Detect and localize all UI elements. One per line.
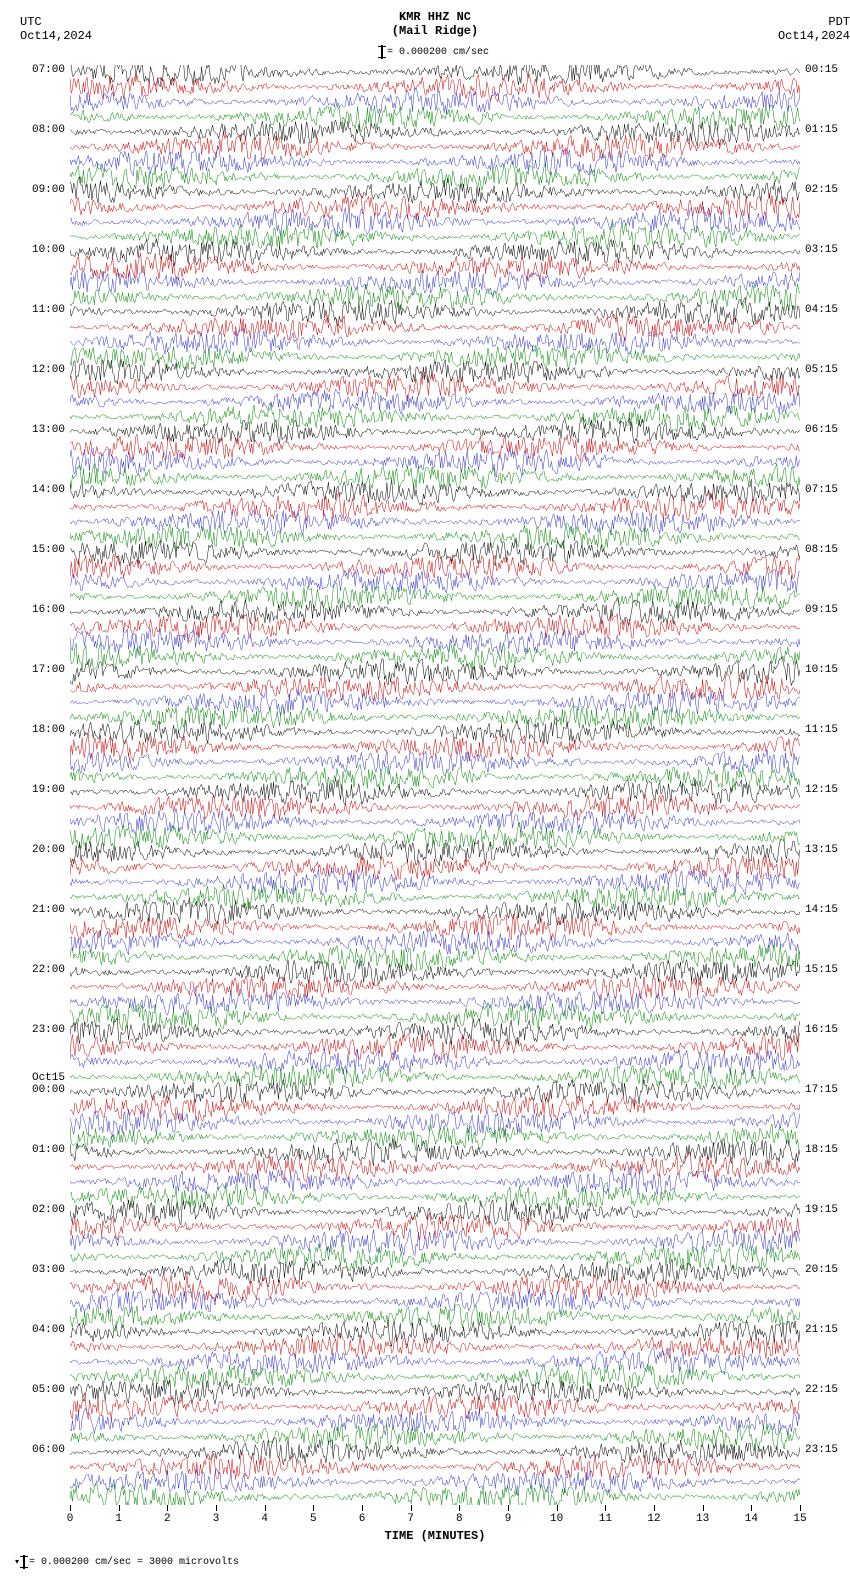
trace-row — [70, 1490, 800, 1505]
x-tick — [605, 1505, 606, 1511]
utc-date: Oct14,2024 — [20, 29, 92, 43]
helicorder-plot — [70, 65, 800, 1505]
x-axis-title: TIME (MINUTES) — [385, 1529, 486, 1543]
x-tick — [557, 1505, 558, 1511]
station-code: KMR HHZ NC — [392, 10, 478, 24]
chart-header: UTC Oct14,2024 KMR HHZ NC (Mail Ridge) P… — [10, 10, 850, 65]
utc-time-label: 07:00 — [20, 65, 65, 76]
utc-time-label: 19:00 — [20, 785, 65, 796]
x-tick-label: 9 — [505, 1513, 512, 1525]
x-tick-label: 4 — [261, 1513, 268, 1525]
x-tick — [167, 1505, 168, 1511]
station-name: (Mail Ridge) — [392, 24, 478, 38]
x-tick-label: 8 — [456, 1513, 463, 1525]
utc-date-label: Oct15 — [20, 1073, 65, 1084]
utc-time-label: 13:00 — [20, 425, 65, 436]
utc-time-label: 10:00 — [20, 245, 65, 256]
utc-time-label: 08:00 — [20, 125, 65, 136]
x-tick-label: 1 — [115, 1513, 122, 1525]
x-tick-label: 10 — [550, 1513, 563, 1525]
utc-time-label: 14:00 — [20, 485, 65, 496]
x-tick-label: 3 — [213, 1513, 220, 1525]
x-tick — [508, 1505, 509, 1511]
x-tick — [751, 1505, 752, 1511]
x-tick — [703, 1505, 704, 1511]
footer-text: = 0.000200 cm/sec = 3000 microvolts — [29, 1557, 239, 1568]
utc-time-label: 17:00 — [20, 665, 65, 676]
utc-time-label: 21:00 — [20, 905, 65, 916]
utc-label: UTC — [20, 15, 92, 29]
x-tick-label: 15 — [793, 1513, 806, 1525]
x-tick-label: 0 — [67, 1513, 74, 1525]
x-tick — [313, 1505, 314, 1511]
x-tick-label: 7 — [407, 1513, 414, 1525]
scale-indicator: = 0.000200 cm/sec — [381, 45, 489, 59]
x-tick — [800, 1505, 801, 1511]
pdt-date: Oct14,2024 — [778, 29, 850, 43]
x-tick-label: 12 — [647, 1513, 660, 1525]
x-tick — [265, 1505, 266, 1511]
utc-time-label: 03:00 — [20, 1265, 65, 1276]
utc-time-label: 22:00 — [20, 965, 65, 976]
x-tick — [362, 1505, 363, 1511]
utc-time-label: 20:00 — [20, 845, 65, 856]
x-tick — [216, 1505, 217, 1511]
x-tick-label: 13 — [696, 1513, 709, 1525]
x-tick-label: 2 — [164, 1513, 171, 1525]
utc-time-label: 16:00 — [20, 605, 65, 616]
x-tick-label: 14 — [745, 1513, 758, 1525]
utc-time-label: 04:00 — [20, 1325, 65, 1336]
footer-marker: ▾ — [15, 1557, 19, 1567]
x-tick-label: 11 — [599, 1513, 612, 1525]
pdt-label: PDT — [778, 15, 850, 29]
scale-bar-icon — [381, 45, 383, 59]
utc-time-label: 06:00 — [20, 1445, 65, 1456]
utc-time-label: 23:00 — [20, 1025, 65, 1036]
x-tick-label: 5 — [310, 1513, 317, 1525]
x-axis: TIME (MINUTES) 0123456789101112131415 — [70, 1505, 800, 1545]
utc-time-label: 15:00 — [20, 545, 65, 556]
x-tick — [70, 1505, 71, 1511]
header-station: KMR HHZ NC (Mail Ridge) — [392, 10, 478, 38]
plot-container: 00:1501:1502:1503:1504:1505:1506:1507:15… — [20, 65, 850, 1545]
utc-time-label: 09:00 — [20, 185, 65, 196]
scale-text: = 0.000200 cm/sec — [387, 47, 489, 58]
chart-footer: ▾ = 0.000200 cm/sec = 3000 microvolts — [10, 1555, 850, 1569]
utc-time-label: 11:00 — [20, 305, 65, 316]
utc-time-label: 01:00 — [20, 1145, 65, 1156]
x-tick — [459, 1505, 460, 1511]
header-pdt: PDT Oct14,2024 — [778, 15, 850, 43]
utc-time-label: 18:00 — [20, 725, 65, 736]
x-tick-label: 6 — [359, 1513, 366, 1525]
x-tick — [411, 1505, 412, 1511]
x-tick — [119, 1505, 120, 1511]
utc-time-label: 00:00 — [20, 1085, 65, 1096]
header-utc: UTC Oct14,2024 — [20, 15, 92, 43]
utc-time-label: 12:00 — [20, 365, 65, 376]
x-tick — [654, 1505, 655, 1511]
utc-time-label: 05:00 — [20, 1385, 65, 1396]
footer-scale-bar-icon — [23, 1555, 25, 1569]
utc-time-label: 02:00 — [20, 1205, 65, 1216]
